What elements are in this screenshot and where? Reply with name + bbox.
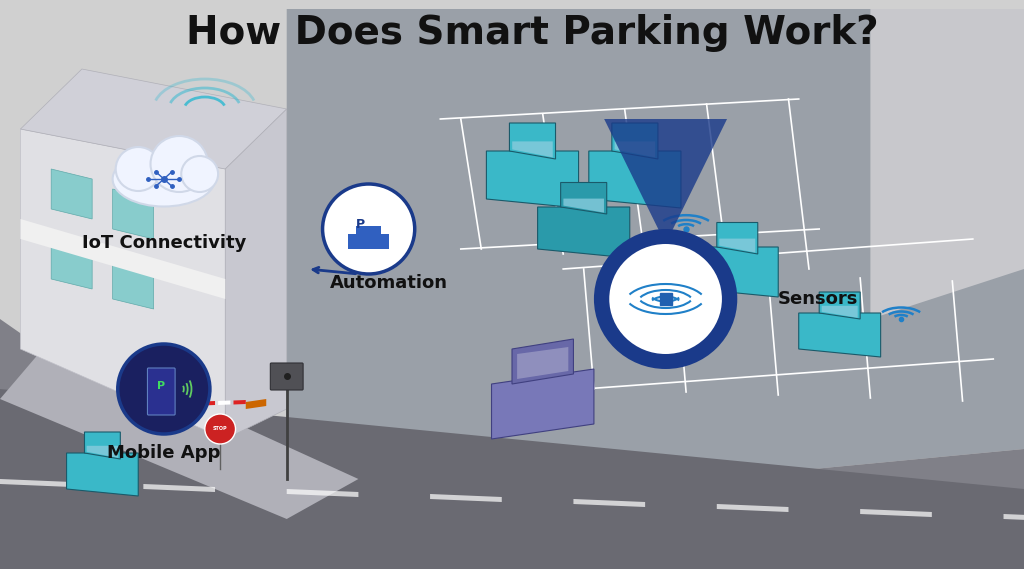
Polygon shape: [20, 219, 225, 299]
Polygon shape: [113, 189, 154, 239]
Text: P: P: [157, 381, 165, 391]
Polygon shape: [799, 313, 881, 357]
Polygon shape: [172, 402, 184, 406]
Polygon shape: [0, 479, 72, 487]
Polygon shape: [233, 400, 246, 405]
FancyBboxPatch shape: [270, 363, 303, 390]
Circle shape: [205, 414, 236, 444]
Text: Mobile App: Mobile App: [108, 444, 220, 462]
Polygon shape: [348, 234, 389, 249]
Polygon shape: [492, 369, 594, 439]
Polygon shape: [717, 504, 788, 512]
Circle shape: [151, 136, 208, 192]
Polygon shape: [0, 389, 1024, 569]
Polygon shape: [517, 347, 568, 379]
Polygon shape: [143, 484, 215, 492]
Polygon shape: [604, 119, 727, 244]
Polygon shape: [589, 151, 681, 208]
Polygon shape: [287, 9, 1024, 519]
Polygon shape: [614, 142, 655, 158]
Polygon shape: [0, 319, 1024, 569]
Polygon shape: [696, 247, 778, 297]
Circle shape: [609, 244, 722, 354]
Polygon shape: [510, 123, 555, 159]
Polygon shape: [356, 226, 381, 234]
Text: Automation: Automation: [330, 274, 449, 292]
Polygon shape: [430, 494, 502, 502]
Polygon shape: [246, 399, 266, 409]
Polygon shape: [1004, 514, 1024, 522]
Circle shape: [116, 147, 161, 191]
FancyBboxPatch shape: [147, 368, 175, 415]
Circle shape: [118, 344, 210, 434]
Polygon shape: [51, 239, 92, 289]
Polygon shape: [860, 509, 932, 517]
Polygon shape: [51, 169, 92, 219]
Polygon shape: [287, 489, 358, 497]
Polygon shape: [157, 402, 169, 407]
Circle shape: [181, 156, 218, 192]
Text: P: P: [356, 217, 365, 230]
Polygon shape: [561, 183, 606, 214]
Text: Sensors: Sensors: [778, 290, 858, 308]
Polygon shape: [218, 401, 230, 405]
Circle shape: [323, 184, 415, 274]
Polygon shape: [819, 292, 860, 319]
Polygon shape: [20, 69, 287, 169]
Polygon shape: [573, 499, 645, 507]
Text: How Does Smart Parking Work?: How Does Smart Parking Work?: [186, 14, 879, 52]
Circle shape: [594, 229, 737, 369]
Polygon shape: [84, 432, 121, 459]
Polygon shape: [512, 142, 553, 158]
Polygon shape: [113, 259, 154, 309]
Ellipse shape: [113, 151, 215, 207]
Polygon shape: [203, 401, 215, 406]
Polygon shape: [225, 109, 287, 439]
Polygon shape: [20, 129, 225, 439]
Polygon shape: [187, 402, 200, 406]
Polygon shape: [821, 306, 858, 318]
Text: STOP: STOP: [213, 427, 227, 431]
Polygon shape: [538, 207, 630, 258]
Polygon shape: [0, 339, 358, 519]
Polygon shape: [67, 453, 138, 496]
Polygon shape: [512, 339, 573, 384]
Polygon shape: [719, 238, 756, 253]
Text: IoT Connectivity: IoT Connectivity: [82, 234, 246, 252]
Polygon shape: [612, 123, 657, 159]
Polygon shape: [563, 199, 604, 213]
Polygon shape: [486, 151, 579, 208]
Polygon shape: [717, 222, 758, 254]
Polygon shape: [870, 9, 1024, 319]
Polygon shape: [87, 446, 118, 458]
